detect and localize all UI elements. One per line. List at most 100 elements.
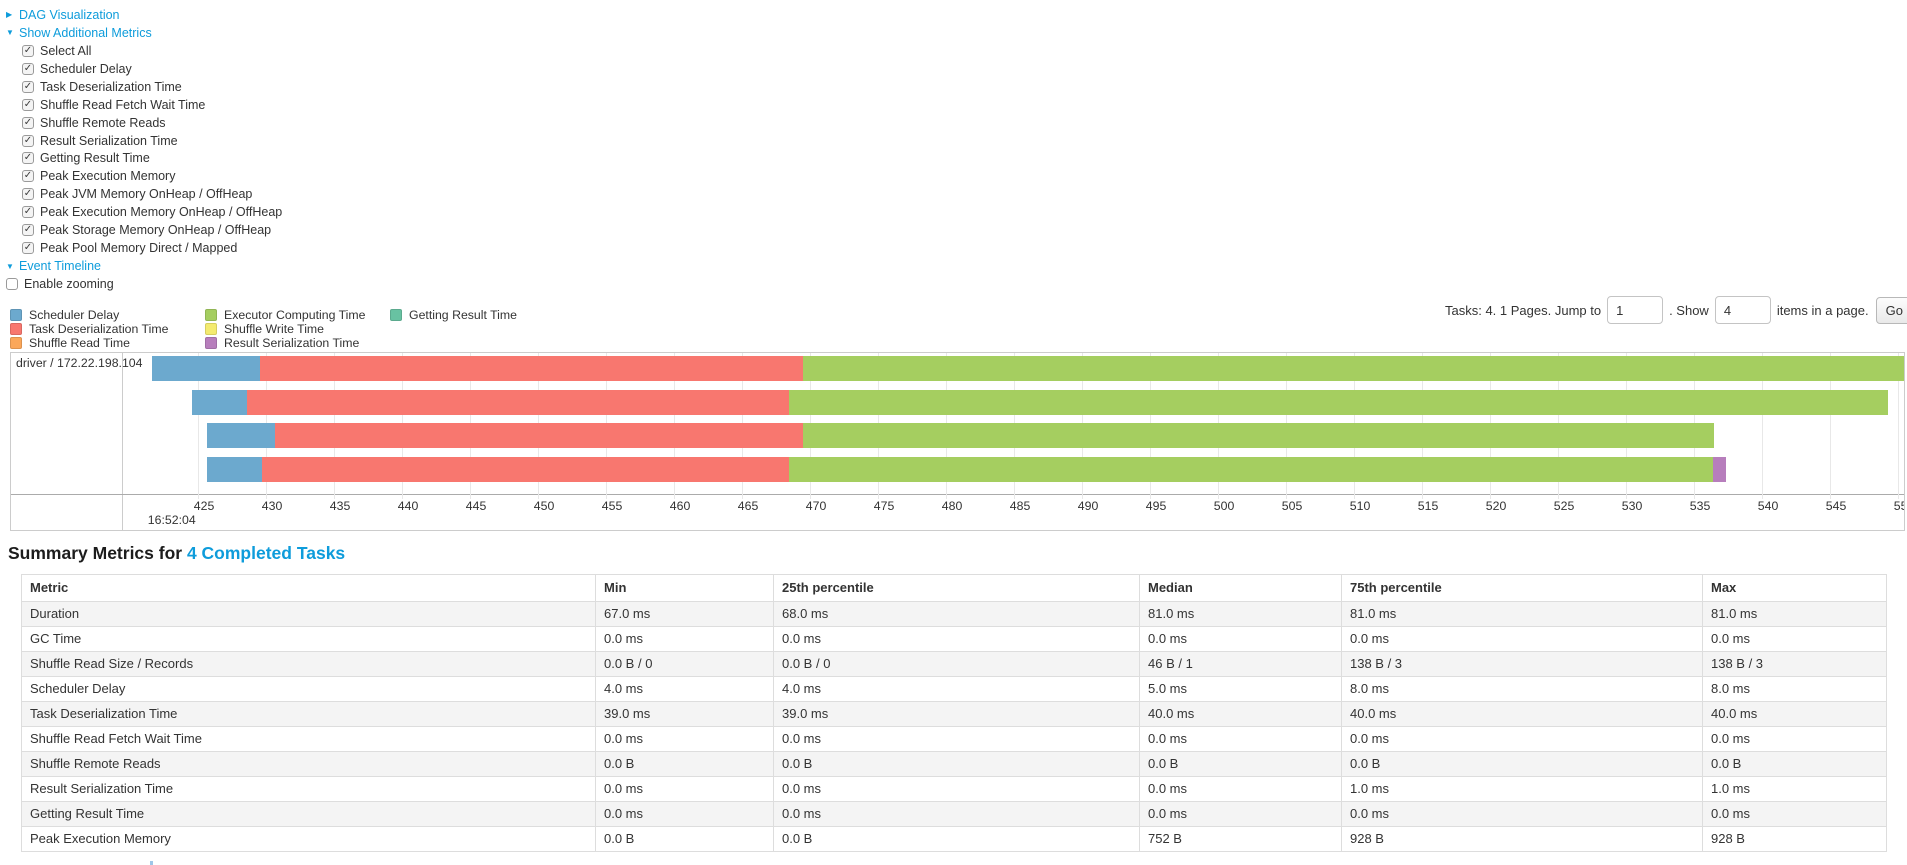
metric-value-cell: 0.0 ms [773,626,1140,652]
legend-item: Getting Result Time [390,308,517,322]
metric-checkbox[interactable]: ✓ [22,188,34,201]
dag-visualization-link[interactable]: DAG Visualization [19,7,120,22]
task-4-task-deserialization-segment[interactable] [261,456,790,482]
metric-checkbox[interactable]: ✓ [22,206,34,219]
legend-item: Result Serialization Time [205,336,359,350]
legend-item: Scheduler Delay [10,308,119,322]
metric-checkbox-row[interactable]: ✓ Shuffle Read Fetch Wait Time [6,96,282,114]
metric-checkbox-label: Task Deserialization Time [40,79,182,94]
metric-value-cell: 81.0 ms [1702,601,1887,627]
metric-value-cell: 0.0 ms [595,626,774,652]
metric-checkbox[interactable]: ✓ [22,242,34,255]
task-3-executor-computing-segment[interactable] [803,423,1715,448]
task-1-executor-computing-segment[interactable] [803,356,1904,381]
task-3-task-deserialization-segment[interactable] [275,423,803,448]
metric-checkbox-row[interactable]: ✓ Peak Execution Memory OnHeap / OffHeap [6,203,282,221]
x-axis-line [11,494,1904,495]
legend-label: Task Deserialization Time [29,321,169,336]
table-row: Shuffle Remote Reads 0.0 B 0.0 B 0.0 B 0.0 B… [21,751,1887,777]
metric-value-cell: 67.0 ms [595,601,774,627]
metric-name-cell: Getting Result Time [21,801,596,827]
metric-checkbox[interactable]: ✓ [22,98,34,111]
axis-tick-label: 480 [941,499,963,513]
axis-tick-label: 500 [1213,499,1235,513]
legend-label: Getting Result Time [409,308,517,322]
metric-checkbox-row[interactable]: ✓ Peak Storage Memory OnHeap / OffHeap [6,221,282,239]
metric-checkbox-row[interactable]: ✓ Getting Result Time [6,150,282,168]
task-2-scheduler-delay-segment[interactable] [192,389,247,415]
metric-name-cell: Peak Execution Memory [21,826,596,852]
metric-value-cell: 928 B [1341,826,1703,852]
metric-checkbox[interactable]: ✓ [22,80,34,93]
metric-checkbox[interactable]: ✓ [22,116,34,129]
metric-value-cell: 0.0 ms [1341,726,1703,752]
table-row: Task Deserialization Time 39.0 ms 39.0 ms 4… [21,701,1887,727]
metric-value-cell: 928 B [1702,826,1887,852]
metric-checkbox[interactable]: ✓ [22,134,34,147]
axis-tick-label: 515 [1417,499,1439,513]
metric-value-cell: 0.0 B / 0 [595,651,774,677]
axis-tick-label: 475 [873,499,895,513]
task-3-scheduler-delay-segment[interactable] [207,423,276,448]
task-2-executor-computing-segment[interactable] [789,389,1889,415]
enable-zooming-checkbox[interactable]: ✓ [6,278,18,291]
task-1-scheduler-delay-segment[interactable] [151,356,261,381]
expanded-arrow-icon: ▼ [6,261,14,271]
task-deserialization-swatch-icon [10,322,22,335]
executor-row-label-cell: driver / 172.22.198.104 [11,353,142,530]
task-4-result-serialization-segment[interactable] [1712,456,1727,482]
metric-checkbox[interactable]: ✓ [22,152,34,165]
metric-checkbox[interactable]: ✓ [22,170,34,183]
metric-checkbox[interactable]: ✓ [22,62,34,75]
timeline-plot-area: 425 430 435 440 445 450 455 460 465 470 475 480 485 4… [123,353,1904,530]
task-4-scheduler-delay-segment[interactable] [207,456,262,482]
metric-checkbox[interactable]: ✓ [22,224,34,237]
items-per-page-input[interactable] [1714,296,1771,324]
metric-value-cell: 0.0 B [1139,751,1342,777]
result-serialization-swatch-icon [205,336,217,349]
jump-to-page-input[interactable] [1607,296,1664,324]
axis-tick-label: 525 [1553,499,1575,513]
metric-checkbox-row[interactable]: ✓ Peak Execution Memory [6,167,282,185]
legend-label: Scheduler Delay [29,308,120,322]
column-header: 75th percentile [1341,574,1703,602]
pagination-middle-text: . Show [1669,302,1709,318]
show-additional-metrics-link[interactable]: Show Additional Metrics [19,25,152,40]
metric-value-cell: 0.0 ms [1139,776,1342,802]
metric-checkbox-row[interactable]: ✓ Select All [6,42,282,60]
completed-tasks-link[interactable]: 4 Completed Tasks [186,543,346,563]
metric-value-cell: 0.0 B [1702,751,1887,777]
task-2-task-deserialization-segment[interactable] [246,389,790,415]
axis-tick-label: 470 [805,499,827,513]
metric-checkbox[interactable]: ✓ [22,44,34,57]
metric-value-cell: 0.0 ms [1139,726,1342,752]
metric-checkbox-label: Getting Result Time [40,151,150,166]
metric-name-cell: Scheduler Delay [21,676,596,702]
metric-value-cell: 0.0 ms [1702,801,1887,827]
legend-label: Shuffle Read Time [29,335,130,350]
event-timeline-link[interactable]: Event Timeline [19,259,101,274]
pagination-suffix-text: items in a page. [1776,302,1869,318]
summary-metrics-title: Summary Metrics for 4 Completed Tasks [8,543,345,564]
section-event-timeline[interactable]: ▼ Event Timeline [6,257,282,275]
metric-checkbox-label: Result Serialization Time [40,133,178,148]
metric-value-cell: 46 B / 1 [1139,651,1342,677]
axis-tick-label: 485 [1009,499,1031,513]
metric-checkbox-list: ✓ Select All ✓ Scheduler Delay ✓ Task Deseria… [6,42,282,257]
table-header-row: Metric Min 25th percentile Median 75th perce… [21,574,1887,602]
metric-checkbox-row[interactable]: ✓ Result Serialization Time [6,132,282,150]
metric-checkbox-row[interactable]: ✓ Scheduler Delay [6,60,282,78]
metric-checkbox-row[interactable]: ✓ Peak Pool Memory Direct / Mapped [6,239,282,257]
axis-tick-label: 450 [533,499,555,513]
axis-tick-label: 430 [261,499,283,513]
go-button[interactable]: Go [1875,296,1907,324]
scheduler-delay-swatch-icon [10,309,22,321]
metric-checkbox-row[interactable]: ✓ Peak JVM Memory OnHeap / OffHeap [6,185,282,203]
metric-checkbox-row[interactable]: ✓ Shuffle Remote Reads [6,114,282,132]
task-4-executor-computing-segment[interactable] [789,456,1713,482]
task-1-task-deserialization-segment[interactable] [260,356,803,381]
metric-checkbox-row[interactable]: ✓ Task Deserialization Time [6,78,282,96]
section-dag-visualization[interactable]: ▶ DAG Visualization [6,6,282,24]
enable-zooming-row[interactable]: ✓ Enable zooming [6,275,282,293]
section-show-additional-metrics[interactable]: ▼ Show Additional Metrics [6,24,282,42]
